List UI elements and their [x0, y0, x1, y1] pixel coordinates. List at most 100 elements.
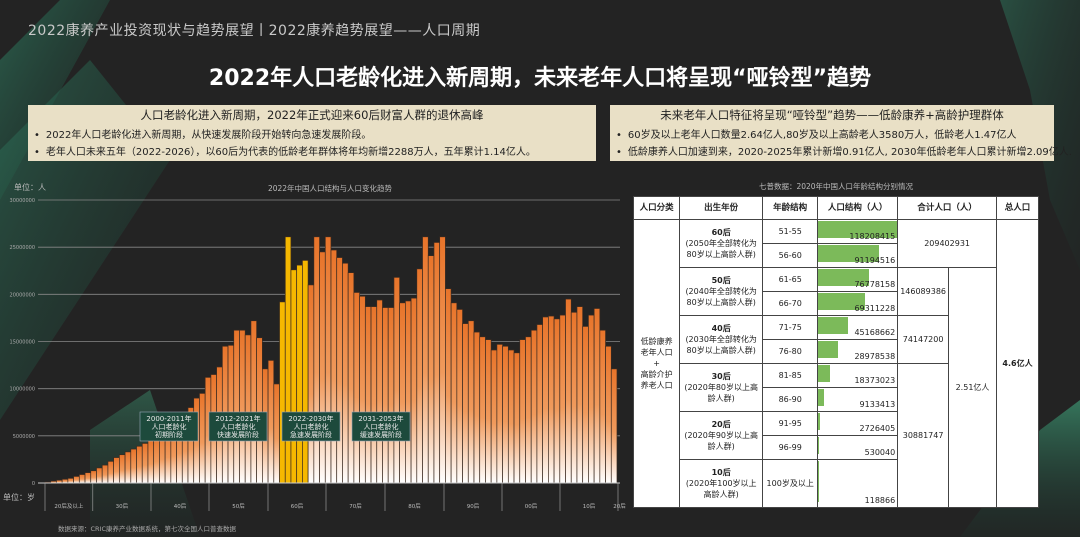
table-row: 30后 (2020年80岁以上高龄人群) 81-85 18373023 30881747 [634, 363, 1039, 508]
bar [370, 306, 378, 484]
bar [256, 337, 263, 484]
bar [319, 251, 326, 484]
bar [599, 329, 606, 484]
category-text: 老年人口 [640, 348, 673, 357]
bar [199, 393, 206, 484]
bar [233, 329, 240, 484]
bar [387, 307, 395, 484]
x-axis-unit: 单位：岁 [3, 492, 35, 502]
bar [250, 320, 257, 484]
stage-annotation [208, 411, 268, 442]
subtotal: 30881747 [897, 363, 949, 508]
bar [588, 314, 595, 484]
group-label: 20后及以上 [54, 502, 83, 510]
age-range: 66-70 [762, 291, 819, 316]
stage-annotation-text: 2012-2021年 [215, 414, 260, 423]
cohort-name: 30后 [711, 372, 731, 381]
bar [405, 300, 412, 484]
group-label: 30后 [116, 502, 129, 510]
bar [141, 443, 149, 484]
age-structure-table: 人口分类 出生年份 年龄结构 人口结构（人） 合计人口（人） 总人口 低龄康养 老年人口 + 高龄… [632, 196, 1039, 508]
table-row: 10后 (2020年100岁以上高龄人群) 100岁及以上 118866 [634, 459, 1039, 508]
stage-annotation-text: 急速发展阶段 [290, 430, 332, 439]
column-header: 人口分类 [632, 196, 681, 220]
y-axis-unit: 单位：人 [14, 182, 46, 192]
bar [296, 264, 303, 484]
stage-annotation-text: 人口老龄化 [364, 422, 399, 431]
population-value-cell: 9133413 [817, 387, 899, 412]
stage-annotation-text: 2031-2053年 [358, 414, 403, 423]
stage-annotation [139, 411, 199, 442]
column-header: 总人口 [996, 196, 1039, 220]
population-bar-chart: 单位：人 2022年中国人口结构与人口变化趋势 0 5000000 10000000… [3, 182, 626, 511]
table-row: 40后 (2030年全部转化为80岁以上高龄人群) 71-75 45168662 741… [634, 315, 1039, 364]
bar [119, 454, 126, 484]
cohort-name: 20后 [711, 420, 731, 429]
column-header: 出生年份 [679, 196, 764, 220]
bar [553, 318, 561, 484]
bar [244, 334, 252, 484]
bar [582, 326, 589, 484]
population-bar [818, 317, 849, 334]
bar [73, 476, 80, 484]
bar [525, 336, 532, 484]
bar [605, 345, 612, 484]
age-range: 56-60 [762, 243, 819, 268]
cohort-desc: (2020年90岁以上高龄人群) [684, 431, 759, 451]
info-bullet: 老年人口未来五年（2022-2026），以60后为代表的低龄老年群体将年均新增2… [34, 143, 590, 158]
population-value: 91194516 [854, 256, 896, 265]
age-range: 51-55 [762, 219, 819, 244]
bar [479, 336, 486, 484]
population-bar [818, 341, 838, 358]
population-value-cell: 45168662 [817, 315, 899, 340]
sum-251: 2.51亿人 [948, 267, 997, 508]
bar [279, 301, 286, 484]
population-value: 45168662 [854, 328, 896, 337]
stage-annotation-text: 初期阶段 [155, 430, 183, 439]
bar [342, 262, 349, 484]
population-value: 2726405 [859, 424, 896, 433]
info-bullet: 2022年人口老龄化进入新周期，从快速发展阶段开始转向急速发展阶段。 [34, 126, 590, 141]
population-value: 18373023 [854, 376, 896, 385]
table-caption: 七普数据：2020年中国人口年龄结构分别情况 [758, 182, 914, 191]
table-row: 96-99 530040 [634, 435, 1039, 460]
chart-title: 2022年中国人口结构与人口变化趋势 [268, 183, 393, 193]
age-range: 100岁及以上 [762, 459, 819, 508]
bar [576, 306, 584, 484]
bar [496, 343, 503, 484]
bar [359, 295, 366, 484]
cohort-name: 60后 [711, 228, 731, 237]
subtotal: 209402931 [897, 219, 997, 268]
bar [90, 470, 97, 484]
population-bar [818, 413, 820, 430]
bar [347, 272, 355, 484]
page-title: 2022年人口老龄化进入新周期，未来老年人口将呈现“哑铃型”趋势 [208, 66, 872, 91]
bar [61, 478, 69, 484]
group-label: 10后 [583, 502, 596, 510]
bar [542, 316, 549, 484]
bar [610, 368, 618, 484]
age-range: 81-85 [762, 363, 819, 388]
bar [536, 324, 543, 484]
bar [78, 474, 86, 484]
stage-annotation-text: 人口老龄化 [152, 422, 187, 431]
age-range: 61-65 [762, 267, 819, 292]
population-value-cell: 28978538 [817, 339, 899, 364]
cohort-desc: (2050年全部转化为80岁以上高龄人群) [685, 239, 757, 259]
group-label: 90后 [467, 502, 480, 510]
population-bar [818, 293, 865, 310]
table-row: 低龄康养 老年人口 + 高龄介护 养老人口 60后 (2050年全部转化为80岁以上高龄人群… [632, 219, 1039, 508]
stage-annotation-text: 2000-2011年 [146, 414, 191, 423]
category-text: + [653, 359, 660, 368]
bar [273, 383, 280, 484]
birth-cohort-cell: 30后 (2020年80岁以上高龄人群) [679, 363, 764, 412]
birth-cohort-cell: 40后 (2030年全部转化为80岁以上高龄人群) [679, 315, 764, 364]
bar [393, 277, 400, 484]
bar [382, 307, 389, 484]
column-header: 合计人口（人） [897, 196, 997, 220]
bar [507, 349, 515, 484]
bar [67, 477, 74, 484]
group-label: 00后 [525, 502, 538, 510]
stage-annotation-text: 人口老龄化 [294, 422, 329, 431]
bar [124, 451, 132, 484]
